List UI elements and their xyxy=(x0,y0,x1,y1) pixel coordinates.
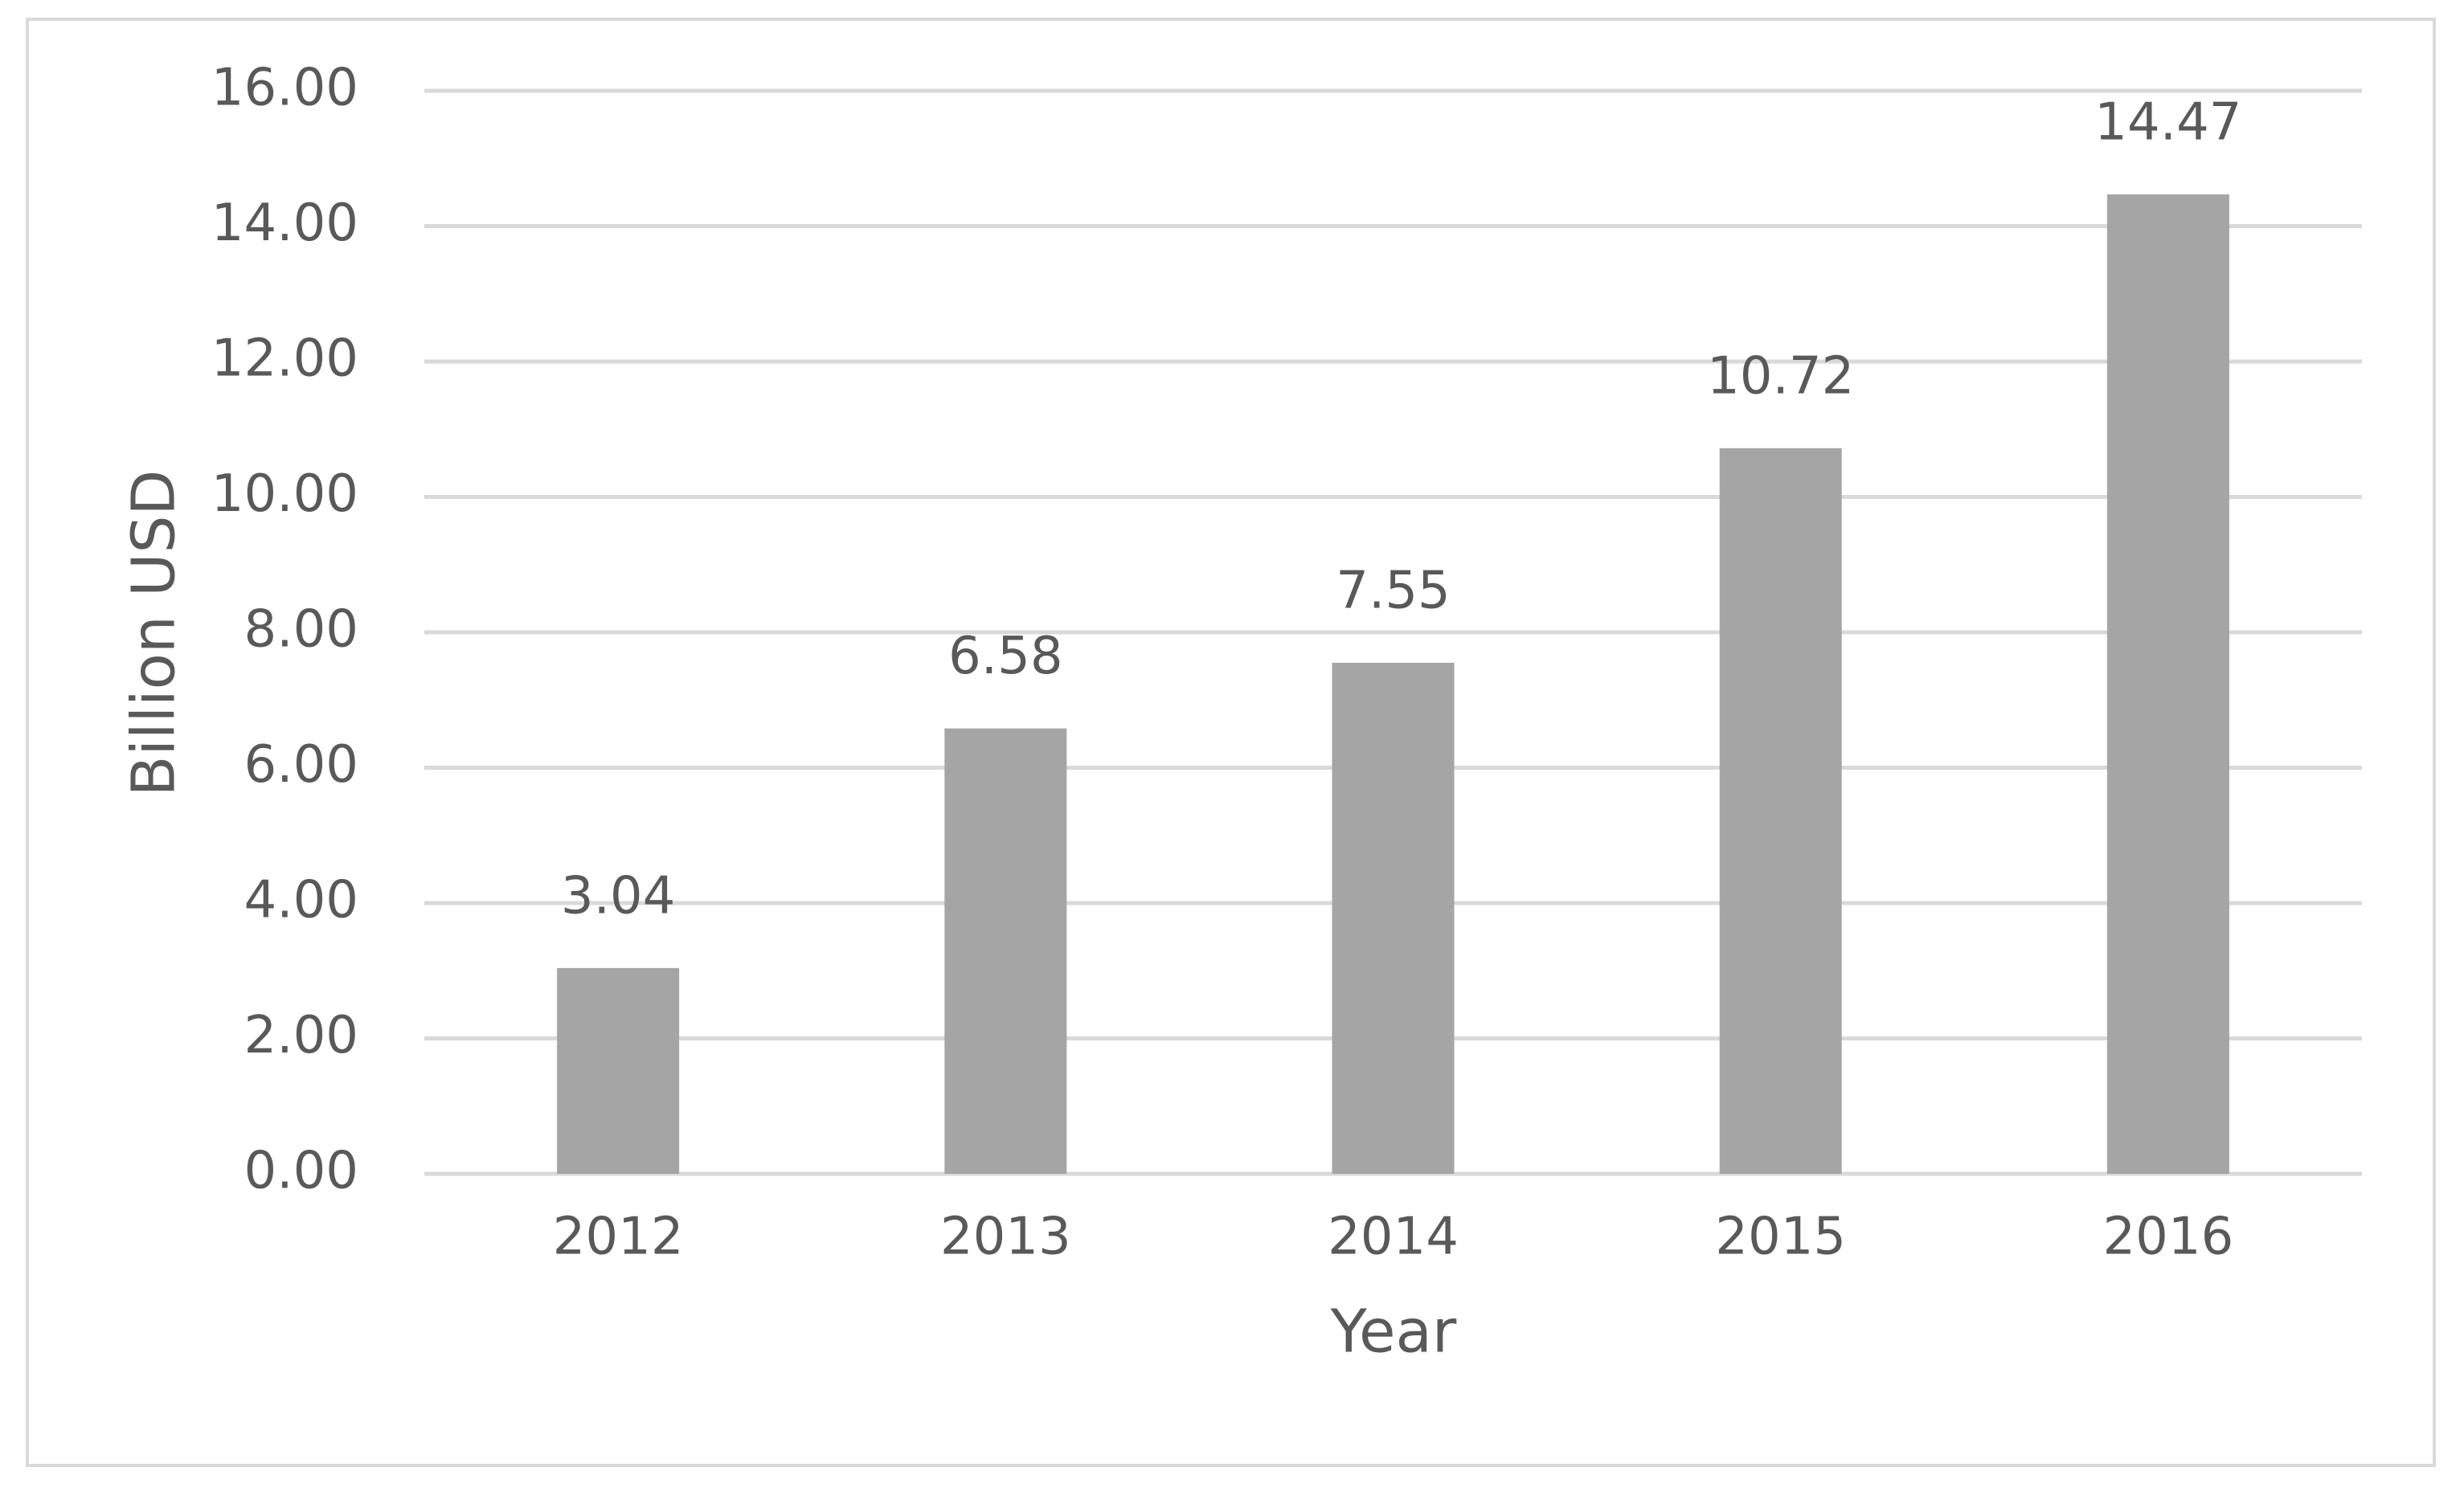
y-tick-label: 12.00 xyxy=(211,329,358,389)
y-tick-label: 4.00 xyxy=(244,871,359,930)
bar xyxy=(557,967,680,1174)
data-label: 14.47 xyxy=(2094,92,2241,152)
data-label: 7.55 xyxy=(1336,561,1451,620)
bar xyxy=(944,728,1067,1174)
x-tick-label: 2015 xyxy=(1715,1208,1846,1267)
x-tick-label: 2016 xyxy=(2102,1208,2233,1267)
x-tick-label: 2014 xyxy=(1328,1208,1459,1267)
chart-border xyxy=(26,18,2436,1467)
y-tick-label: 14.00 xyxy=(211,194,358,253)
data-label: 10.72 xyxy=(1707,346,1854,406)
y-tick-label: 8.00 xyxy=(244,600,359,660)
x-tick-label: 2013 xyxy=(940,1208,1071,1267)
y-axis-title: Billion USD xyxy=(120,470,189,797)
data-label: 6.58 xyxy=(948,627,1063,686)
y-tick-label: 0.00 xyxy=(244,1142,359,1201)
y-tick-label: 6.00 xyxy=(244,735,359,795)
bar xyxy=(1332,662,1455,1174)
data-label: 3.04 xyxy=(561,866,676,926)
y-tick-label: 10.00 xyxy=(211,464,358,524)
y-tick-label: 2.00 xyxy=(244,1006,359,1065)
bar xyxy=(1719,448,1842,1174)
bar xyxy=(2106,194,2229,1175)
x-axis-title: Year xyxy=(1330,1298,1457,1367)
x-tick-label: 2012 xyxy=(553,1208,684,1267)
y-tick-label: 16.00 xyxy=(211,59,358,118)
